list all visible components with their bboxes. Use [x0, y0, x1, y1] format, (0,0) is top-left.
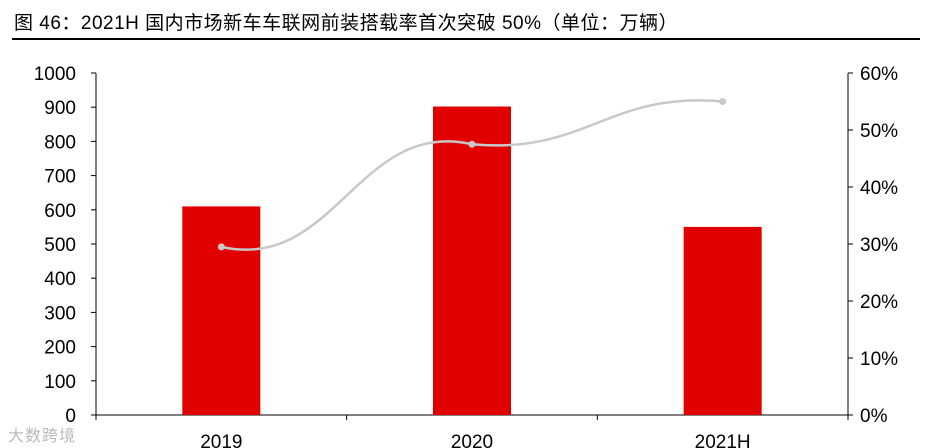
x-tick-label: 2021H	[695, 432, 751, 448]
right-tick-label: 40%	[860, 178, 898, 199]
bar	[433, 106, 511, 416]
left-tick-label: 1000	[34, 64, 76, 85]
bar	[182, 206, 261, 415]
left-tick-label: 0	[65, 406, 76, 427]
watermark-text: 大数跨境	[8, 428, 77, 445]
line-point	[217, 243, 225, 251]
line-point	[719, 98, 727, 105]
right-tick-label: 0%	[860, 406, 888, 427]
x-tick-label: 2019	[200, 432, 242, 448]
bar	[683, 226, 762, 415]
right-tick-label: 10%	[860, 349, 898, 370]
left-tick-label: 700	[44, 167, 76, 188]
left-tick-label: 400	[44, 269, 76, 290]
bar-series	[182, 106, 762, 416]
left-tick-label: 300	[44, 303, 76, 324]
right-tick-label: 20%	[860, 292, 898, 313]
chart-title: 图 46：2021H 国内市场新车车联网前装搭载率首次突破 50%（单位：万辆）	[14, 13, 678, 34]
left-tick-label: 900	[44, 98, 76, 119]
line-series	[217, 98, 727, 251]
left-tick-label: 500	[44, 235, 76, 256]
x-tick-label: 2020	[451, 432, 493, 448]
right-tick-label: 30%	[860, 235, 898, 256]
left-tick-label: 600	[44, 201, 76, 222]
left-tick-label: 800	[44, 132, 76, 153]
tick-labels: 0 100 200 300 400 500 600 700 800 900 1000 0% 10% 20%…	[34, 64, 898, 448]
title-underline	[12, 38, 920, 40]
right-tick-label: 60%	[860, 64, 898, 85]
left-tick-label: 100	[44, 372, 76, 393]
left-tick-label: 200	[44, 338, 76, 359]
line-point	[468, 140, 476, 148]
right-tick-label: 50%	[860, 121, 898, 142]
